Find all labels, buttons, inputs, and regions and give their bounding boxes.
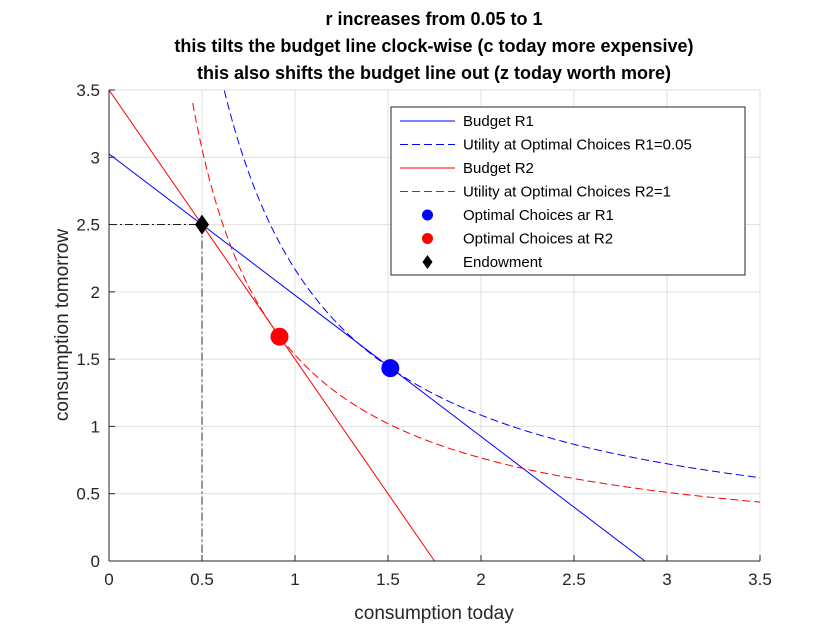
x-axis-label: consumption today (354, 603, 514, 624)
legend-label: Utility at Optimal Choices R1=0.05 (463, 137, 692, 154)
x-tick-label: 3 (662, 570, 671, 589)
y-tick-label: 3.5 (76, 81, 100, 100)
y-ticks: 0 0.5 1 1.5 2 2.5 3 3.5 (76, 81, 115, 571)
y-tick-label: 1 (91, 417, 100, 436)
marker-point-4 (381, 359, 400, 378)
axes (108, 90, 760, 562)
y-tick-label: 0 (91, 552, 100, 571)
legend-label: Budget R2 (463, 160, 534, 177)
legend-swatch (422, 209, 433, 221)
legend-swatch (422, 255, 433, 269)
markers (195, 214, 400, 378)
plot-content (109, 90, 760, 561)
legend-label: Optimal Choices ar R1 (463, 207, 614, 224)
x-tick-label: 1.5 (376, 570, 400, 589)
x-tick-label: 2 (476, 570, 485, 589)
y-tick-label: 2.5 (76, 216, 100, 235)
marker-point-6 (195, 214, 209, 235)
series-line-2 (109, 90, 435, 561)
chart-title-line-2: this tilts the budget line clock-wise (c… (174, 36, 693, 56)
x-tick-label: 0.5 (190, 570, 214, 589)
y-tick-label: 0.5 (76, 485, 100, 504)
x-tick-label: 0 (104, 570, 113, 589)
chart-title-line-3: this also shifts the budget line out (z … (197, 63, 671, 83)
x-tick-label: 1 (290, 570, 299, 589)
legend-label: Optimal Choices at R2 (463, 231, 613, 248)
legend-label: Endowment (463, 254, 543, 271)
x-ticks: 0 0.5 1 1.5 2 2.5 3 3.5 (104, 555, 772, 589)
series-curve-3 (192, 102, 760, 503)
y-tick-label: 3 (91, 148, 100, 167)
legend-label: Budget R1 (463, 113, 534, 130)
legend: Budget R1 Utility at Optimal Choices R1=0… (390, 106, 746, 276)
y-tick-label: 2 (91, 283, 100, 302)
legend-swatch (422, 233, 433, 244)
y-axis-label: consumption tomorrow (52, 229, 73, 421)
legend-label: Utility at Optimal Choices R2=1 (463, 184, 671, 201)
x-tick-label: 2.5 (562, 570, 586, 589)
y-tick-label: 1.5 (76, 350, 100, 369)
series-curve-1 (223, 90, 760, 479)
x-tick-label: 3.5 (748, 570, 772, 589)
marker-point-5 (270, 327, 289, 346)
chart-title-line-1: r increases from 0.05 to 1 (325, 9, 542, 29)
